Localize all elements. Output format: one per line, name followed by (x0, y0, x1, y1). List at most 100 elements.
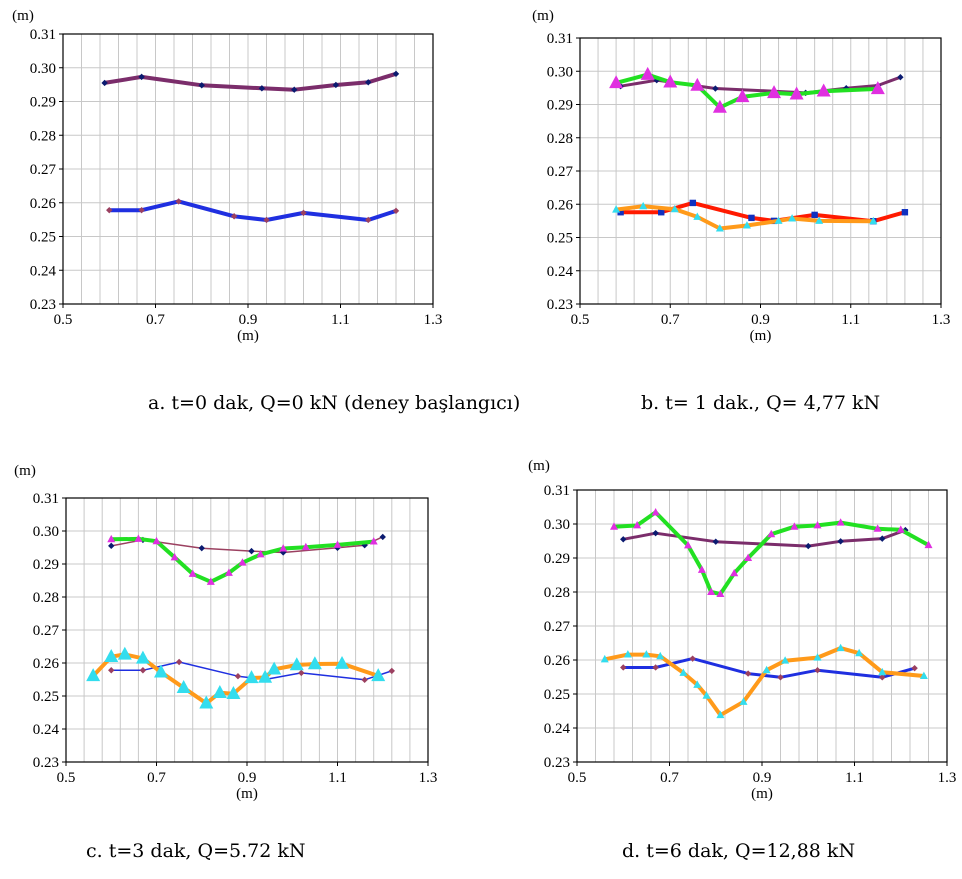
data-point (86, 668, 101, 682)
data-point (836, 518, 845, 526)
y-tick-label: 0.25 (547, 231, 573, 247)
data-point (639, 201, 648, 210)
y-tick-label: 0.23 (33, 755, 59, 771)
data-point (226, 685, 241, 699)
series-4 (600, 643, 928, 719)
data-point (707, 587, 716, 595)
series-line (602, 646, 926, 718)
y-tick-label: 0.26 (544, 653, 571, 669)
series-4 (612, 201, 878, 232)
data-point (212, 685, 227, 698)
series-line (102, 71, 398, 92)
data-point (175, 198, 182, 205)
x-axis-label: (m) (236, 786, 258, 802)
y-tick-label: 0.24 (547, 264, 574, 280)
data-point (300, 209, 307, 217)
data-point (230, 213, 238, 220)
data-point (869, 216, 878, 225)
data-point (879, 535, 886, 542)
y-tick-label: 0.28 (547, 131, 573, 147)
y-tick-label: 0.24 (30, 263, 57, 279)
series-2 (106, 198, 400, 224)
chart-d: 0.23 0.24 0.25 0.26 0.27 0.28 0.29 0.30 0.31 0.5 0… (528, 458, 957, 802)
data-point (814, 667, 821, 674)
data-point (679, 668, 688, 676)
series-line (614, 204, 876, 231)
data-point (206, 577, 215, 585)
data-point (697, 565, 706, 573)
y-axis-label: (m) (532, 8, 554, 24)
series-line (107, 199, 398, 222)
data-point (291, 86, 298, 93)
series-2 (609, 66, 885, 113)
series-line (91, 652, 381, 706)
y-axis-label: (m) (14, 463, 36, 479)
x-tick-label: 0.9 (753, 770, 772, 786)
data-point (879, 674, 886, 681)
data-point (244, 670, 259, 684)
data-point (658, 209, 665, 216)
y-tick-label: 0.24 (544, 721, 571, 737)
data-point (762, 665, 771, 674)
chart-panel-c: 0.23 0.24 0.25 0.26 0.27 0.28 0.29 0.30 0.31 0.5 0… (0, 440, 481, 879)
y-tick-label: 0.30 (30, 61, 56, 77)
y-tick-label: 0.26 (33, 656, 60, 672)
data-point (224, 568, 233, 576)
y-tick-label: 0.23 (547, 297, 573, 313)
data-point (365, 79, 372, 86)
data-point (301, 542, 310, 551)
data-point (267, 661, 282, 675)
chart-panel-a: 0.23 0.24 0.25 0.26 0.27 0.28 0.29 0.30 0.31 0.5 0… (0, 0, 520, 440)
data-point (175, 658, 183, 666)
data-point (238, 558, 247, 566)
y-tick-label: 0.26 (30, 196, 57, 212)
data-point (289, 657, 304, 671)
data-point (369, 537, 378, 545)
y-tick-label: 0.23 (30, 297, 56, 313)
x-tick-label: 0.9 (238, 770, 257, 786)
data-point (101, 79, 108, 87)
x-axis-label: (m) (750, 328, 772, 344)
data-point (610, 522, 618, 530)
data-point (836, 643, 845, 652)
data-point (816, 83, 831, 97)
series-2 (107, 534, 378, 585)
x-tick-label: 0.5 (568, 770, 587, 786)
data-point (600, 654, 609, 663)
y-tick-label: 0.30 (33, 524, 59, 540)
y-tick-label: 0.29 (30, 95, 56, 111)
series-4 (86, 646, 386, 709)
y-tick-label: 0.28 (544, 585, 570, 601)
data-point (392, 207, 400, 215)
data-point (811, 211, 818, 219)
data-point (670, 204, 679, 213)
data-point (855, 648, 864, 657)
data-point (739, 697, 748, 705)
x-tick-label: 1.3 (932, 312, 951, 328)
data-point (735, 89, 750, 103)
x-axis-label: (m) (237, 328, 259, 344)
x-tick-label: 0.7 (661, 312, 680, 328)
y-tick-label: 0.25 (33, 689, 59, 705)
data-point (620, 664, 627, 671)
data-point (813, 653, 822, 661)
x-tick-label: 1.3 (424, 312, 443, 328)
x-tick-label: 1.1 (331, 312, 350, 328)
data-point (248, 547, 255, 555)
caption-a: a. t=0 dak, Q=0 kN (deney başlangıcı) (148, 392, 521, 414)
data-point (652, 664, 659, 671)
caption-d: d. t=6 dak, Q=12,88 kN (622, 840, 856, 862)
data-point (813, 520, 822, 529)
data-point (365, 216, 372, 224)
data-point (730, 568, 739, 577)
y-tick-label: 0.27 (544, 619, 571, 635)
y-axis-label: (m) (528, 458, 550, 474)
data-point (837, 538, 844, 545)
data-point (873, 524, 882, 532)
x-tick-label: 1.3 (938, 770, 957, 786)
data-point (263, 216, 270, 224)
grid (577, 490, 947, 762)
data-point (617, 209, 624, 216)
x-tick-label: 0.7 (660, 770, 679, 786)
y-tick-label: 0.29 (547, 98, 573, 114)
